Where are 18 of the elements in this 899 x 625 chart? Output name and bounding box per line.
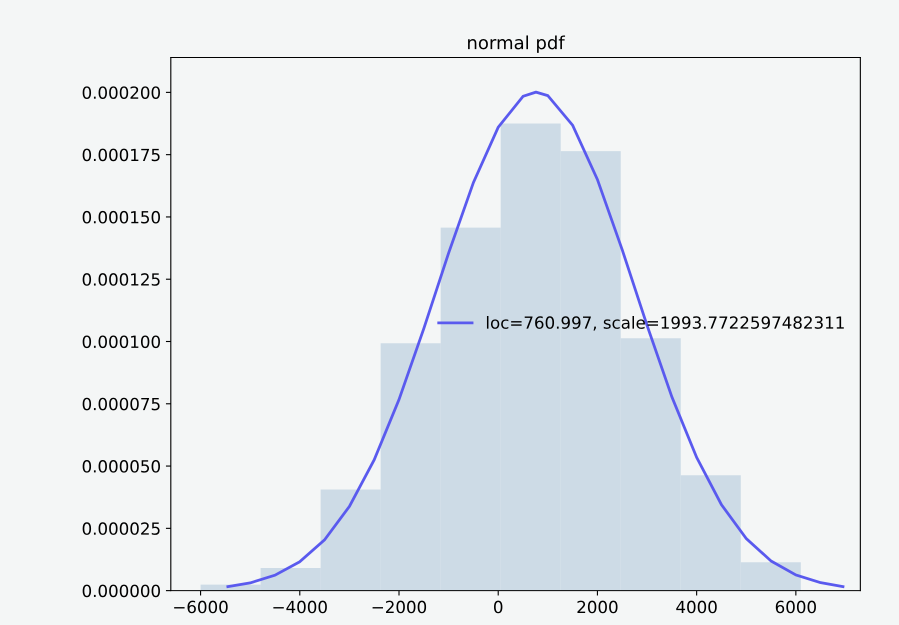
y-tick-label: 0.000050 [82, 460, 160, 473]
y-tick-label: 0.000075 [82, 398, 160, 410]
x-tick-label: −6000 [174, 600, 228, 614]
x-tick-label: 4000 [676, 600, 717, 614]
chart-title: normal pdf [468, 35, 566, 53]
x-tick-label: 0 [494, 600, 502, 614]
y-tick-label: 0.000025 [82, 522, 160, 535]
y-tick-label: 0.000125 [82, 273, 160, 286]
y-tick-label: 0.000150 [82, 210, 160, 224]
line-series [226, 90, 844, 588]
x-tick-label: −2000 [372, 600, 426, 614]
x-tick-label: −4000 [273, 600, 327, 614]
y-tick-label: 0.000175 [82, 148, 160, 162]
y-tick-label: 0.000000 [82, 584, 160, 598]
y-tick-label: 0.000200 [82, 86, 160, 99]
x-tick-label: 2000 [577, 600, 618, 614]
y-tick-label: 0.000100 [82, 335, 160, 348]
x-tick-label: 6000 [776, 600, 816, 614]
